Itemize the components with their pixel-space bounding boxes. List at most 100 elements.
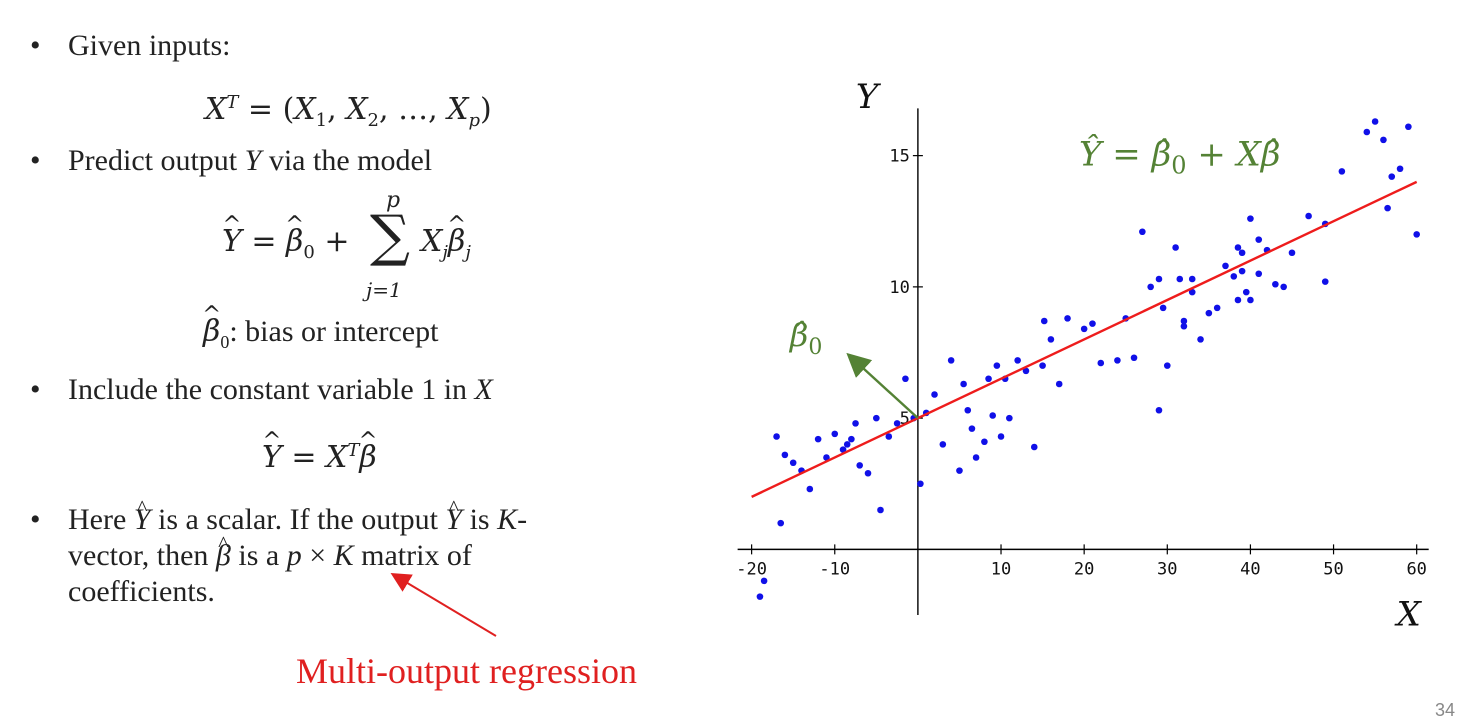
data-point [993, 362, 1001, 369]
data-point [1147, 283, 1154, 291]
data-point [1413, 231, 1420, 238]
data-point [1238, 249, 1246, 257]
bullet-text: Given inputs: [68, 29, 231, 62]
data-point [939, 441, 947, 448]
data-point [1040, 317, 1048, 325]
data-point [839, 446, 847, 453]
y-axis-label: Y [856, 77, 882, 117]
regression-scatter-chart: -20 -10 10 20 30 40 50 60 5 10 15 Y Xβ̂0 Ŷ = β̂0 + Xβ… [736, 77, 1429, 634]
data-point [852, 420, 859, 427]
data-point [956, 467, 963, 474]
x-tick-label: 20 [1074, 559, 1094, 579]
data-point [1047, 336, 1055, 343]
x-tick-label: 40 [1240, 559, 1260, 579]
data-point [902, 375, 909, 383]
data-point [760, 577, 768, 585]
data-point [1180, 322, 1188, 330]
data-point [985, 375, 992, 383]
compact-model-equation: Y = XTβ [262, 440, 377, 475]
data-point [1097, 359, 1105, 367]
data-point [1255, 236, 1263, 243]
data-point [1139, 228, 1146, 236]
data-point [1272, 280, 1279, 288]
intercept-label: β̂0 [789, 316, 823, 360]
data-point [789, 459, 797, 467]
data-point [1188, 275, 1196, 283]
data-point [997, 433, 1005, 440]
data-point [814, 435, 822, 443]
data-point [1039, 362, 1046, 369]
data-point [1363, 128, 1371, 136]
data-point [1305, 212, 1312, 220]
data-point [856, 462, 863, 469]
data-point [1172, 244, 1179, 251]
data-point [1155, 406, 1163, 414]
data-point [885, 433, 893, 440]
model-equation: Y = β0 + Xjβj [222, 224, 471, 263]
data-point [806, 485, 814, 493]
data-point [1055, 380, 1063, 388]
data-point [1064, 315, 1071, 322]
bullet-dot: • [30, 503, 41, 536]
x-tick-label: 10 [991, 559, 1011, 579]
data-point [1014, 357, 1021, 364]
data-point [947, 357, 955, 364]
data-point [960, 380, 967, 388]
data-point [1280, 283, 1287, 291]
data-point [1384, 204, 1391, 212]
data-point [1030, 443, 1038, 451]
multi-output-label: Multi-output regression [296, 651, 637, 691]
data-point [1371, 118, 1379, 125]
data-point [964, 406, 972, 414]
data-point [1247, 296, 1254, 304]
bullet-text: Here Y is a scalar. If the output Y is K… [68, 502, 527, 538]
y-tick-label: 15 [889, 147, 909, 167]
data-point [873, 414, 880, 422]
data-point [848, 435, 855, 443]
data-point [1234, 244, 1242, 251]
data-point [1180, 317, 1188, 325]
data-point [781, 451, 789, 459]
x-tick-label: 30 [1157, 559, 1177, 579]
y-tick-label: 5 [900, 409, 910, 429]
data-point [756, 593, 764, 600]
data-point [1255, 270, 1263, 278]
data-point [968, 425, 976, 432]
data-point [1080, 325, 1088, 333]
data-point [1188, 288, 1196, 296]
x-axis-label: X [1394, 594, 1423, 634]
data-point [1130, 354, 1138, 362]
x-tick-label: 60 [1406, 559, 1426, 579]
data-point [1288, 249, 1296, 257]
data-point [1176, 275, 1184, 283]
data-point [893, 420, 901, 427]
data-point [1321, 278, 1329, 285]
data-point [1338, 168, 1346, 175]
sum-lower-limit: j=1 [366, 278, 402, 302]
bullet-dot: • [30, 144, 41, 177]
data-point [1114, 357, 1121, 364]
data-point [1242, 288, 1250, 296]
data-point [1230, 273, 1238, 280]
regression-equation-label: Ŷ = β̂0 + Xβ̂ [1079, 134, 1280, 180]
bullet-text: coefficients. [68, 575, 215, 608]
intercept-arrow [846, 352, 919, 420]
data-point [1159, 304, 1167, 312]
data-point [843, 441, 851, 448]
data-point [1405, 123, 1412, 131]
data-point [1380, 136, 1387, 144]
data-point [1006, 414, 1013, 422]
page-number: 34 [1434, 700, 1455, 720]
data-point [877, 506, 884, 514]
bullet-text: Include the constant variable 1 in X [68, 373, 493, 406]
data-point [1238, 267, 1246, 275]
y-tick-label: 10 [889, 278, 909, 298]
data-point [831, 430, 839, 438]
data-point [972, 454, 980, 461]
data-point [1022, 367, 1030, 375]
bullet-text: vector, then β is a p × K matrix of [68, 538, 472, 574]
data-point [1213, 304, 1221, 312]
sum-upper-limit: p [386, 188, 401, 213]
bullet-dot: • [30, 373, 41, 406]
data-point [917, 480, 924, 488]
